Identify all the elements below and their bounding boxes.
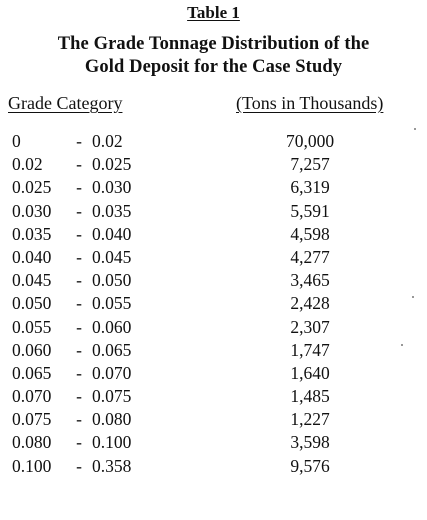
table-row: 0.080 -0.100 3,598	[0, 432, 427, 455]
table-row: 0 -0.02 70,000	[0, 131, 427, 154]
tons-value: 4,277	[290, 246, 330, 267]
grade-dash: -	[76, 131, 82, 151]
grade-high: 0.02	[92, 131, 123, 151]
grade-high: 0.030	[92, 177, 132, 198]
table-row: 0.075 -0.080 1,227	[0, 409, 427, 432]
table-row: 0.070 -0.075 1,485	[0, 386, 427, 409]
tons-value: 5,591	[290, 200, 330, 221]
table-row: 0.060 -0.065 1,747	[0, 340, 427, 363]
table-row: 0.055 -0.060 2,307	[0, 317, 427, 340]
tons-value: 3,598	[290, 432, 330, 453]
table-row: 0.050 -0.055 2,428	[0, 293, 427, 316]
grade-low: 0.070	[12, 386, 52, 407]
grade-dash: -	[76, 432, 82, 453]
grade-dash: -	[76, 246, 82, 267]
table-body: 0-0.02 70,000 0.02-0.025 7,257 0.025-0.030 6,…	[0, 131, 427, 479]
grade-high: 0.025	[92, 154, 132, 175]
grade-high: 0.055	[92, 293, 132, 314]
grade-dash: -	[76, 293, 82, 314]
grade-dash: -	[76, 455, 82, 476]
scan-speck	[401, 344, 403, 346]
grade-dash: -	[76, 270, 82, 291]
grade-low: 0.030	[12, 200, 52, 221]
grade-low: 0	[12, 131, 21, 151]
grade-dash: -	[76, 339, 82, 360]
grade-high: 0.358	[92, 455, 132, 476]
grade-high: 0.080	[92, 409, 132, 430]
grade-dash: -	[76, 409, 82, 430]
grade-low: 0.075	[12, 409, 52, 430]
grade-dash: -	[76, 362, 82, 383]
table-row: 0.025 -0.030 6,319	[0, 177, 427, 200]
table-label: Table 1	[0, 3, 427, 23]
table-row: 0.030 -0.035 5,591	[0, 201, 427, 224]
table-label-text: Table 1	[187, 3, 240, 22]
table-row: 0.100 -0.358 9,576	[0, 456, 427, 479]
table-row: 0.040 -0.045 4,277	[0, 247, 427, 270]
grade-low: 0.045	[12, 270, 52, 291]
grade-high: 0.045	[92, 246, 132, 267]
grade-dash: -	[76, 200, 82, 221]
grade-low: 0.050	[12, 293, 52, 314]
column-header-tons: (Tons in Thousands)	[236, 93, 384, 113]
table-title-line-2: Gold Deposit for the Case Study	[84, 57, 343, 77]
tons-value: 7,257	[290, 154, 330, 175]
tons-value: 6,319	[290, 177, 330, 198]
grade-dash: -	[76, 386, 82, 407]
grade-high: 0.075	[92, 386, 132, 407]
tons-value: 9,576	[290, 455, 330, 476]
grade-dash: -	[76, 154, 82, 175]
grade-high: 0.050	[92, 270, 132, 291]
tons-value: 1,640	[290, 362, 330, 383]
tons-value: 1,227	[290, 409, 330, 430]
table-row: 0.065 -0.070 1,640	[0, 363, 427, 386]
table-row: 0.02 -0.025 7,257	[0, 154, 427, 177]
grade-low: 0.035	[12, 223, 52, 244]
scan-speck	[412, 296, 414, 298]
grade-high: 0.060	[92, 316, 132, 337]
tons-value: 3,465	[290, 270, 330, 291]
grade-low: 0.040	[12, 246, 52, 267]
grade-low: 0.100	[12, 455, 52, 476]
column-header-grade: Grade Category	[8, 93, 123, 113]
tons-value: 2,428	[290, 293, 330, 314]
grade-low: 0.065	[12, 362, 52, 383]
tons-value: 4,598	[290, 223, 330, 244]
grade-high: 0.040	[92, 223, 132, 244]
tons-value: 2,307	[290, 316, 330, 337]
grade-dash: -	[76, 177, 82, 198]
grade-high: 0.035	[92, 200, 132, 221]
grade-dash: -	[76, 223, 82, 244]
table-row: 0.045 -0.050 3,465	[0, 270, 427, 293]
grade-low: 0.060	[12, 339, 52, 360]
grade-low: 0.02	[12, 154, 43, 175]
grade-dash: -	[76, 316, 82, 337]
grade-low: 0.025	[12, 177, 52, 198]
grade-low: 0.080	[12, 432, 52, 453]
tons-value: 70,000	[285, 131, 335, 151]
table-row: 0.035 -0.040 4,598	[0, 224, 427, 247]
grade-high: 0.065	[92, 339, 132, 360]
grade-low: 0.055	[12, 316, 52, 337]
grade-high: 0.070	[92, 362, 132, 383]
tons-value: 1,747	[290, 339, 330, 360]
table-title-line-1: The Grade Tonnage Distribution of the	[57, 34, 370, 54]
tons-value: 1,485	[290, 386, 330, 407]
scan-speck	[414, 128, 416, 130]
grade-high: 0.100	[92, 432, 132, 453]
